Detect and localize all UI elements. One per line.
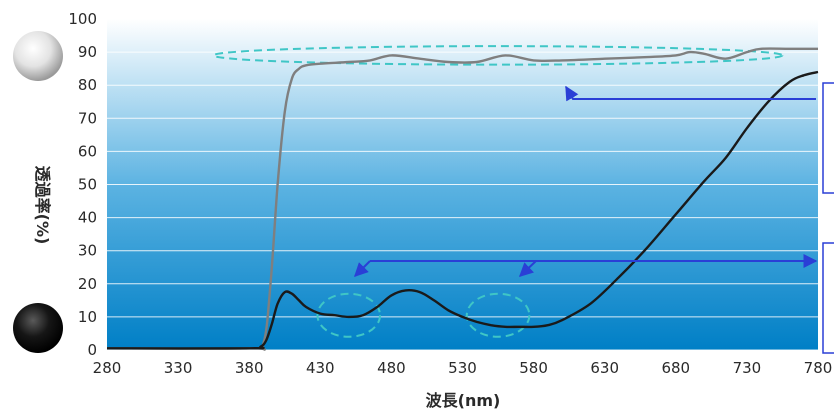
y-axis-title: 透過率(%) [33,166,52,245]
y-tick-label: 40 [78,209,97,227]
x-tick-label: 280 [93,359,122,377]
y-tick-label: 20 [78,275,97,293]
x-tick-label: 330 [164,359,193,377]
series-line-black-sphere [106,70,819,350]
callout-arrows [354,85,818,277]
x-tick-label: 430 [306,359,335,377]
y-tick-label: 0 [87,341,97,359]
callout-box-upper [822,82,834,194]
y-tick-label: 60 [78,142,97,160]
y-tick-label: 90 [78,43,97,61]
x-tick-labels: 280 330 380 430 480 530 580 630 680 730 780 [93,359,833,377]
x-tick-label: 780 [804,359,833,377]
highlight-ellipse [465,292,531,338]
y-tick-label: 30 [78,242,97,260]
black-sphere-marker [13,303,63,353]
x-tick-label: 380 [235,359,264,377]
y-tick-label: 10 [78,308,97,326]
x-tick-label: 680 [661,359,690,377]
y-tick-label: 100 [68,10,97,28]
y-tick-label: 50 [78,176,97,194]
x-axis-title: 波長(nm) [426,391,501,410]
x-tick-label: 730 [733,359,762,377]
callout-boxes [822,82,834,354]
x-tick-label: 580 [519,359,548,377]
callout-arrow-lower-right [518,260,537,277]
white-sphere-marker [13,31,63,81]
y-tick-label: 70 [78,109,97,127]
x-tick-label: 630 [590,359,619,377]
highlight-ellipse [316,292,382,338]
callout-arrow-lower-left [354,260,371,277]
callout-arrow-upper [565,85,816,102]
x-tick-label: 480 [377,359,406,377]
y-tick-label: 80 [78,76,97,94]
series-line-white-sphere [106,47,818,351]
series-lines [106,47,819,351]
y-tick-labels: 0 10 20 30 40 50 60 70 80 90 100 [68,10,97,359]
callout-box-lower [822,242,834,354]
x-tick-label: 530 [448,359,477,377]
annotations [212,45,784,338]
